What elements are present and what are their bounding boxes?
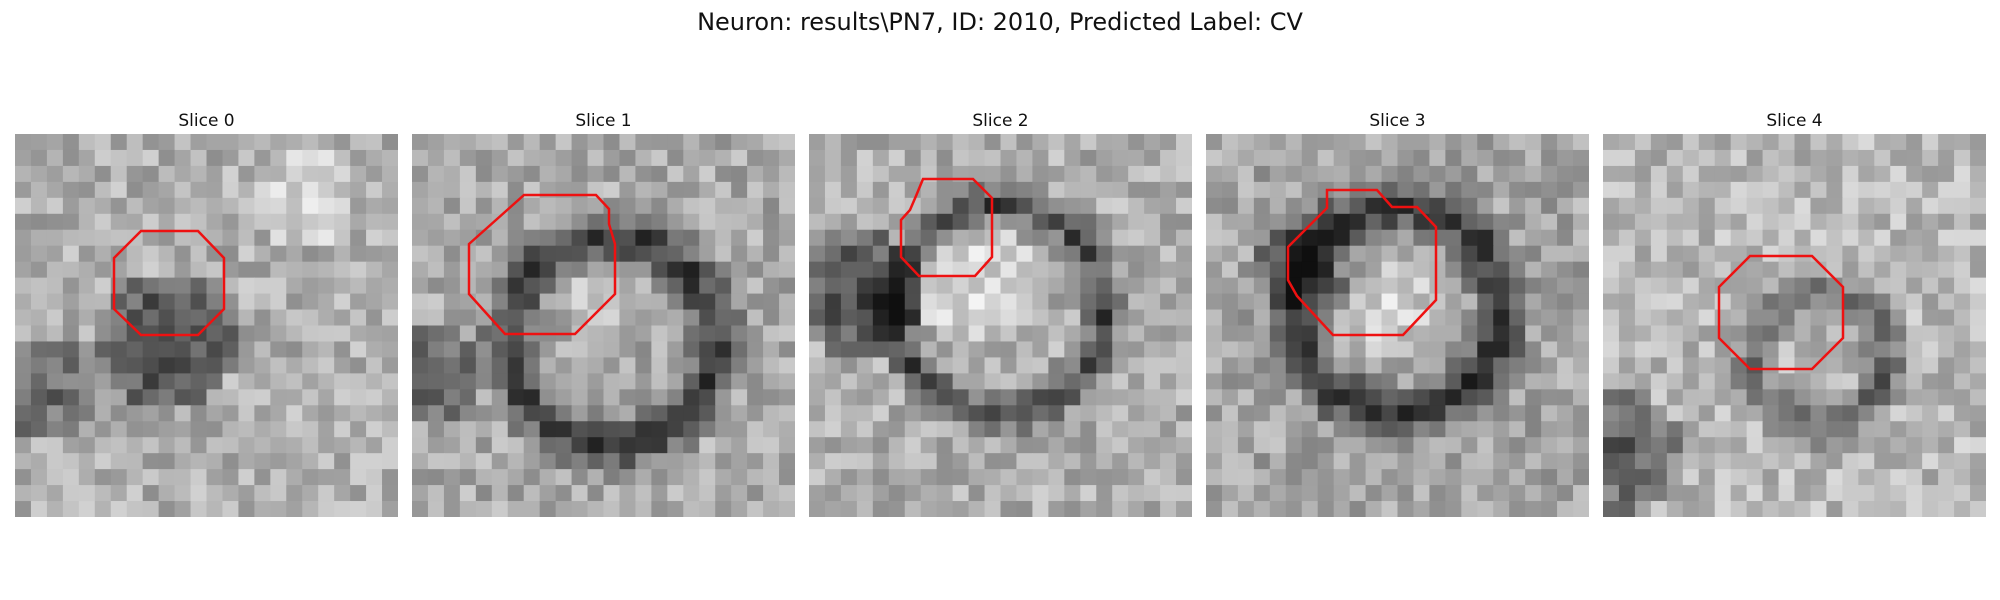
slice-title-0: Slice 0 (178, 111, 235, 131)
slice-panel-1: Slice 1 (412, 108, 795, 517)
contour-4 (1717, 254, 1845, 371)
contour-2 (899, 177, 994, 278)
slice-title-3: Slice 3 (1369, 111, 1426, 131)
slice-panel-3: Slice 3 (1206, 108, 1589, 517)
slice-title-4: Slice 4 (1766, 111, 1823, 131)
contour-0 (112, 229, 226, 337)
slice-title-2: Slice 2 (972, 111, 1029, 131)
slice-panel-4: Slice 4 (1603, 108, 1986, 517)
slice-panel-2: Slice 2 (809, 108, 1192, 517)
slice-image-1 (412, 134, 795, 517)
contour-1 (467, 193, 617, 336)
slice-image-4 (1603, 134, 1986, 517)
slice-title-1: Slice 1 (575, 111, 632, 131)
slice-image-3 (1206, 134, 1589, 517)
slice-panel-0: Slice 0 (15, 108, 398, 517)
figure-title: Neuron: results\PN7, ID: 2010, Predicted… (697, 8, 1303, 36)
slice-image-2 (809, 134, 1192, 517)
slice-image-0 (15, 134, 398, 517)
contour-3 (1286, 188, 1438, 337)
